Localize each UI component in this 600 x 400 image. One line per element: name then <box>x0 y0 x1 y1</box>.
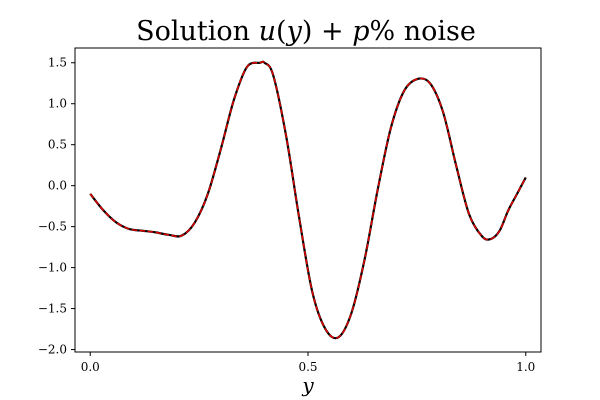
y-tick-label: −1.5 <box>38 302 67 316</box>
y-tick-label: −0.5 <box>38 220 67 234</box>
plot-area <box>89 60 527 340</box>
y-tick-label: −2.0 <box>38 343 67 357</box>
x-tick-label: 1.0 <box>516 360 535 374</box>
x-axis-label: y <box>301 373 314 397</box>
y-tick-label: 1.0 <box>48 97 67 111</box>
y-tick-label: 1.5 <box>48 56 67 70</box>
x-tick-label: 0.5 <box>298 360 317 374</box>
series-line-dashed-red <box>89 60 527 339</box>
axes-frame <box>74 47 542 353</box>
y-tick-label: −1.0 <box>38 261 67 275</box>
y-axis: −2.0 −1.5 −1.0 −0.5 0.0 0.5 1.0 1.5 <box>38 56 75 357</box>
series-line-solid-black <box>89 60 527 340</box>
x-tick-label: 0.0 <box>81 360 100 374</box>
y-tick-label: 0.0 <box>48 179 67 193</box>
chart-title: Solution u(y) + p% noise <box>136 16 476 47</box>
y-tick-label: 0.5 <box>48 138 67 152</box>
x-axis: 0.0 0.5 1.0 <box>81 352 535 374</box>
